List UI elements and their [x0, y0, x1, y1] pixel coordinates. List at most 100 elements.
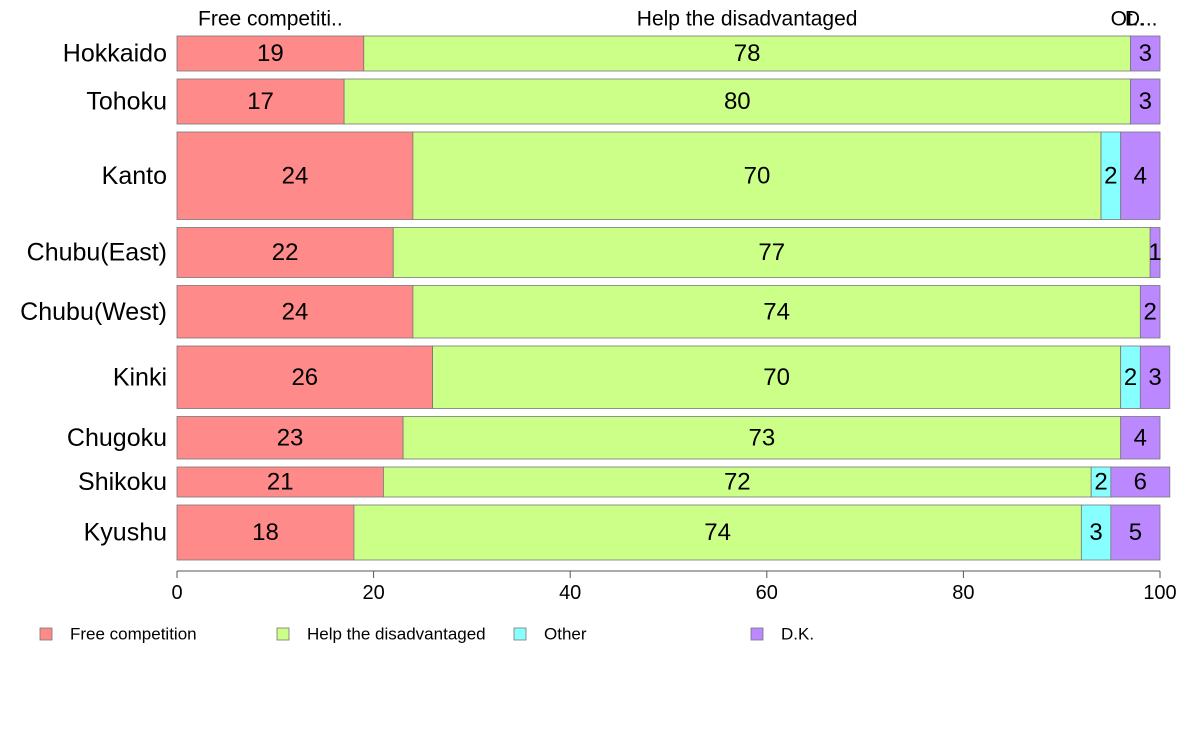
bar-segment	[1120, 416, 1161, 460]
x-tick-label: 60	[756, 582, 778, 604]
bar-value-label: 5	[1129, 519, 1142, 546]
legend-item: Free competition	[39, 625, 197, 644]
bar-segment	[1130, 35, 1161, 72]
bar-row-kanto: 24 70 2 4	[176, 131, 1161, 220]
legend-item: D.K.	[750, 625, 814, 644]
category-label: Chubu(East)	[27, 239, 167, 267]
bar-segment	[343, 78, 1131, 125]
bar-value-label: 1	[1148, 239, 1161, 266]
bar-segment	[412, 285, 1141, 339]
bar-value-label: 2	[1104, 162, 1117, 189]
category-label: Kanto	[102, 162, 167, 190]
bar-segment	[176, 416, 404, 460]
category-label: Kinki	[113, 363, 167, 391]
top-labels: Free competiti.. Help the disadvantaged Ot…	[198, 8, 1157, 31]
bar-segment	[1110, 504, 1161, 561]
bar-value-label: 19	[257, 40, 284, 67]
category-label: Shikoku	[78, 468, 167, 496]
bar-value-label: 23	[277, 424, 304, 451]
bar-value-label: 18	[252, 519, 279, 546]
bar-segment	[412, 131, 1102, 220]
bar-row-tohoku: 17 80 3	[176, 78, 1161, 125]
x-tick-label: 0	[171, 582, 182, 604]
top-series-label: Ot..	[1111, 8, 1145, 31]
bar-segment	[1110, 466, 1171, 498]
bar-value-label: 3	[1139, 88, 1152, 115]
legend: Free competition Help the disadvantaged Ot…	[39, 625, 814, 644]
bar-segment	[1080, 504, 1112, 561]
category-label: Chubu(West)	[20, 298, 167, 326]
legend-label: Free competition	[70, 625, 197, 644]
x-tick-label: 40	[559, 582, 581, 604]
bar-value-label: 74	[704, 519, 731, 546]
top-series-label: D...	[1125, 8, 1158, 31]
bars: 19 78 317 80 324 70 2 422 77 124 74 226 70 2 323 73 421 7…	[176, 35, 1171, 561]
category-label: Tohoku	[86, 88, 167, 116]
legend-swatch	[750, 627, 764, 641]
bar-segment	[176, 131, 414, 220]
bar-value-label: 3	[1089, 519, 1102, 546]
x-tick-label: 100	[1143, 582, 1176, 604]
legend-label: Other	[544, 625, 587, 644]
bar-segment	[176, 285, 414, 339]
bar-row-chugoku: 23 73 4	[176, 416, 1161, 460]
bar-value-label: 2	[1143, 298, 1156, 325]
bar-value-label: 26	[291, 364, 318, 391]
bar-segment	[176, 345, 433, 409]
bar-value-label: 74	[763, 298, 790, 325]
bar-value-label: 24	[282, 298, 309, 325]
bar-value-label: 2	[1124, 364, 1137, 391]
bar-segment	[176, 504, 355, 561]
bar-value-label: 78	[734, 40, 761, 67]
bar-value-label: 21	[267, 469, 294, 496]
bar-value-label: 77	[758, 239, 785, 266]
top-series-label: Help the disadvantaged	[637, 8, 858, 31]
x-tick-label: 20	[362, 582, 384, 604]
bar-segment	[363, 35, 1131, 72]
bar-value-label: 4	[1134, 162, 1147, 189]
legend-label: Help the disadvantaged	[307, 625, 486, 644]
bar-segment	[176, 466, 384, 498]
bar-segment	[383, 466, 1092, 498]
bar-segment	[1149, 227, 1161, 278]
bar-row-hokkaido: 19 78 3	[176, 35, 1161, 72]
bar-segment	[432, 345, 1122, 409]
category-label: Hokkaido	[63, 40, 167, 68]
bar-value-label: 3	[1139, 40, 1152, 67]
bar-value-label: 3	[1148, 364, 1161, 391]
bar-segment	[1130, 78, 1161, 125]
bar-segment	[392, 227, 1151, 278]
bar-row-chubu-east-: 22 77 1	[176, 227, 1162, 278]
bar-segment	[1120, 131, 1161, 220]
bar-value-label: 6	[1134, 469, 1147, 496]
top-series-label: Free competiti..	[198, 8, 343, 31]
legend-swatch	[513, 627, 527, 641]
bar-value-label: 70	[744, 162, 771, 189]
category-label: Chugoku	[67, 424, 167, 452]
x-tick-label: 80	[952, 582, 974, 604]
bar-segment	[1139, 285, 1161, 339]
bar-segment	[1139, 345, 1171, 409]
bar-value-label: 73	[749, 424, 776, 451]
bar-value-label: 17	[247, 88, 274, 115]
bar-segment	[402, 416, 1122, 460]
legend-swatch	[39, 627, 53, 641]
bar-value-label: 80	[724, 88, 751, 115]
category-labels: Hokkaido Tohoku Kanto Chubu(East) Chubu(West…	[20, 40, 167, 547]
bar-value-label: 70	[763, 364, 790, 391]
bar-segment	[353, 504, 1082, 561]
bar-segment	[176, 227, 394, 278]
legend-item: Other	[513, 625, 587, 644]
bar-row-kinki: 26 70 2 3	[176, 345, 1171, 409]
bar-row-chubu-west-: 24 74 2	[176, 285, 1161, 339]
bar-value-label: 4	[1134, 424, 1147, 451]
legend-item: Help the disadvantaged	[276, 625, 486, 644]
bar-value-label: 2	[1094, 469, 1107, 496]
bar-row-shikoku: 21 72 2 6	[176, 466, 1171, 498]
legend-label: D.K.	[781, 625, 814, 644]
bar-value-label: 22	[272, 239, 299, 266]
bar-value-label: 72	[724, 469, 751, 496]
bar-row-kyushu: 18 74 3 5	[176, 504, 1161, 561]
